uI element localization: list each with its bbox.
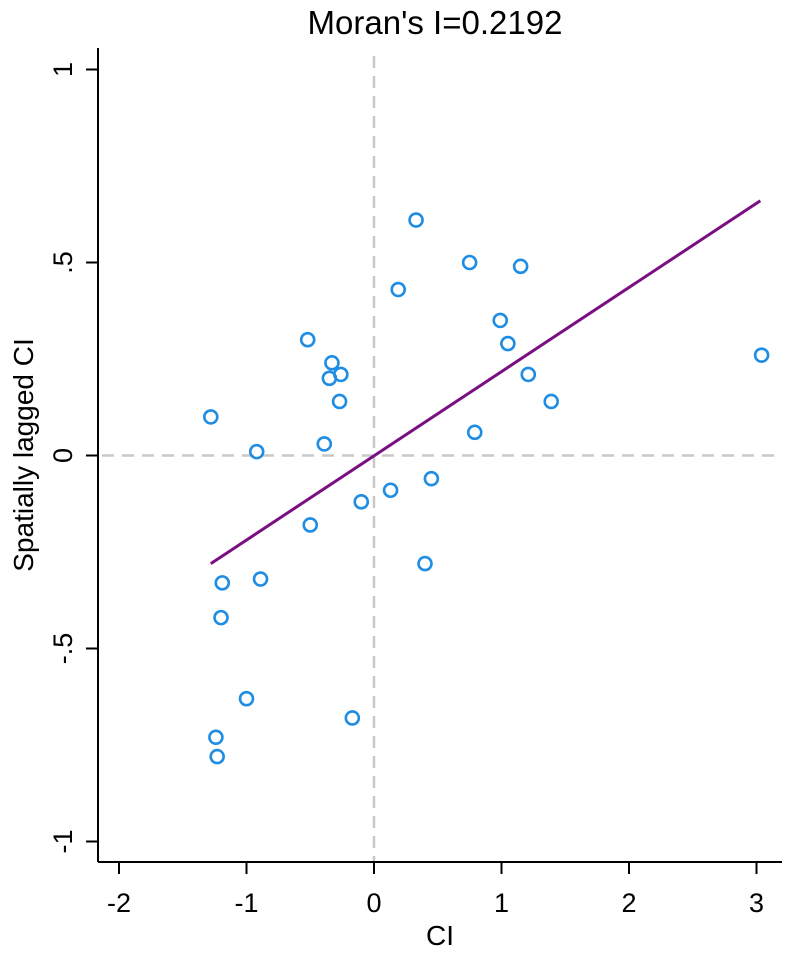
data-point (390, 281, 407, 298)
data-point (252, 571, 269, 587)
chart-title: Moran's I=0.2192 (308, 4, 563, 41)
data-point (520, 366, 537, 383)
data-point (353, 494, 370, 510)
y-tick-label: -.5 (48, 633, 78, 665)
y-tick-label: -1 (48, 829, 78, 853)
data-point (248, 443, 265, 460)
data-point (214, 575, 231, 591)
data-points (203, 212, 770, 765)
data-point (466, 424, 483, 441)
data-point (492, 312, 509, 329)
data-point (423, 470, 440, 487)
x-tick-label: -1 (234, 888, 258, 918)
data-point (500, 335, 516, 352)
data-point (302, 517, 319, 533)
reference-lines (102, 56, 782, 862)
data-point (213, 609, 229, 626)
data-point (209, 748, 225, 765)
y-tick-label: 0 (48, 448, 78, 463)
data-point (208, 729, 224, 746)
y-axis-title: Spatially lagged CI (8, 338, 39, 571)
data-point (321, 370, 338, 387)
y-tick-label: 1 (48, 62, 78, 77)
data-point (417, 555, 433, 572)
data-point (408, 212, 424, 228)
axes: -1 -.5 0 .5 1 -2 -1 0 1 2 3 (48, 48, 782, 918)
data-point (324, 355, 340, 371)
x-tick-label: -2 (107, 888, 131, 918)
x-tick-label: 3 (749, 888, 764, 918)
fit-line-layer (209, 199, 762, 565)
x-tick-label: 1 (494, 888, 509, 918)
data-point (461, 254, 478, 271)
data-point (331, 393, 348, 410)
fit-line (209, 199, 762, 565)
data-point (299, 331, 316, 348)
x-tick-label: 0 (366, 888, 381, 918)
data-point (382, 482, 399, 499)
data-point (512, 258, 529, 275)
data-point (203, 409, 219, 425)
data-point (344, 710, 361, 726)
data-point (238, 690, 255, 707)
data-point (316, 436, 333, 452)
data-point (753, 347, 770, 363)
x-tick-label: 2 (621, 888, 636, 918)
data-point (543, 393, 560, 410)
y-tick-label: .5 (48, 251, 78, 274)
x-axis-title: CI (426, 920, 454, 951)
